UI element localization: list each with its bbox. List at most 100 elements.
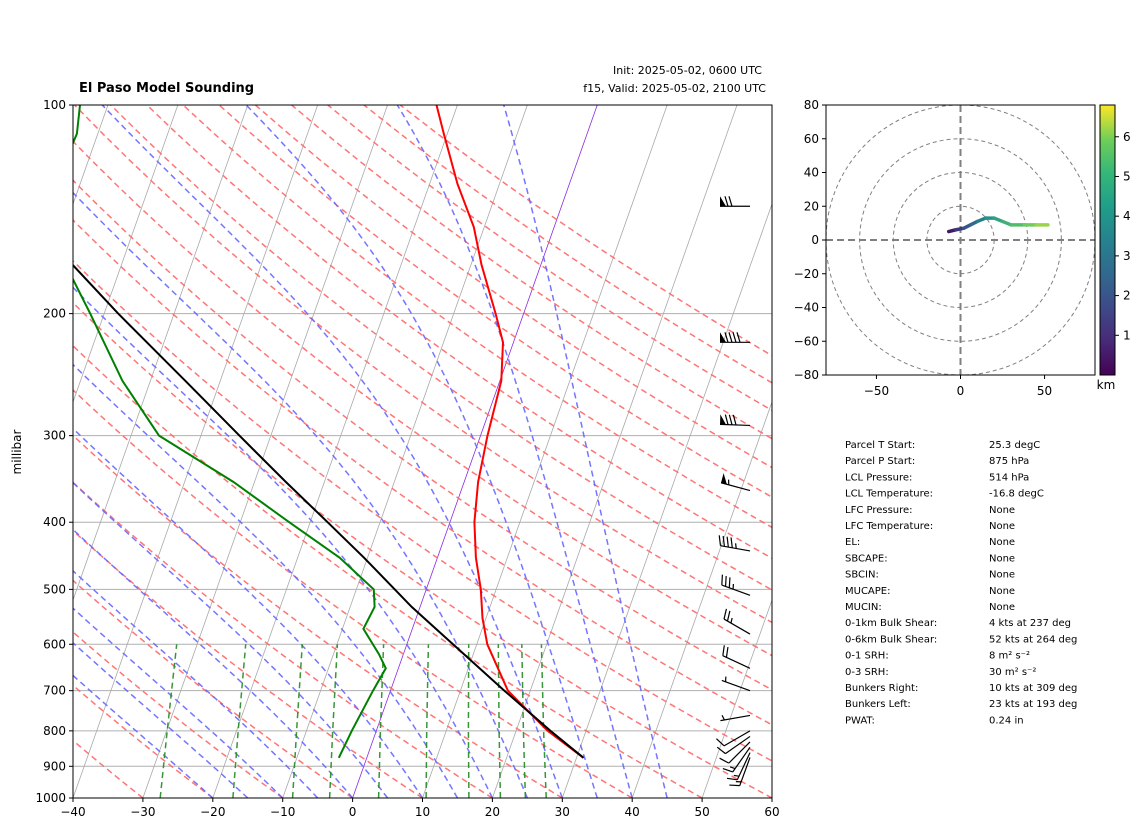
dry-adiabat (73, 344, 703, 798)
wind-barb (721, 574, 751, 596)
barb-full (729, 784, 740, 787)
y-tick-label: 100 (43, 98, 66, 112)
isotherm-line (73, 105, 249, 602)
y-tick-label: 600 (43, 637, 66, 651)
barb-full (726, 610, 731, 622)
wind-barb (723, 608, 751, 635)
wind-barb (719, 741, 751, 764)
colorbar-tick-label: 3 (1123, 249, 1131, 263)
parameter-label: PWAT: (845, 715, 875, 726)
isotherm-line (73, 105, 319, 798)
isotherm-line (73, 105, 179, 404)
parameter-label: MUCAPE: (845, 586, 891, 597)
moist-adiabat (73, 569, 319, 798)
parameter-label: LFC Pressure: (845, 505, 913, 516)
dry-adiabat (73, 140, 772, 657)
barb-staff (732, 746, 751, 773)
y-axis-label: millibar (10, 429, 24, 474)
wind-barb (722, 645, 751, 669)
parcel-profile (73, 263, 585, 759)
chart-title: El Paso Model Sounding (79, 81, 254, 96)
barb-full (722, 645, 725, 656)
x-tick-label: −40 (60, 805, 85, 819)
x-tick-label: 20 (485, 805, 500, 819)
barb-half (730, 617, 733, 624)
dry-adiabat (218, 105, 772, 499)
parameter-label: Parcel T Start: (845, 440, 915, 451)
wind-barb (720, 332, 750, 343)
barb-full (726, 536, 729, 548)
dry-adiabat (363, 105, 772, 384)
colorbar-tick-label: 4 (1123, 209, 1131, 223)
y-tick-label: 400 (43, 515, 66, 529)
y-tick-label: 300 (43, 429, 66, 443)
moist-adiabat (101, 105, 564, 798)
dry-adiabat (73, 481, 493, 798)
mixing-ratio-line (291, 644, 304, 798)
barb-full (730, 537, 733, 548)
colorbar-axis: 6 5 4 3 2 1 (1115, 130, 1131, 342)
parameter-label: LCL Temperature: (845, 489, 933, 500)
temperature-profile (435, 105, 585, 759)
wind-barbs (716, 196, 751, 787)
zero-isotherm (352, 105, 598, 798)
x-tick-label: 60 (764, 805, 779, 819)
hodograph-y-tick-label: 20 (804, 199, 819, 213)
parameter-value: None (989, 586, 1015, 597)
parameter-label: 0-1 SRH: (845, 651, 889, 662)
mixing-ratio-line (159, 644, 178, 798)
hodograph-y-tick-label: −60 (794, 334, 819, 348)
parameter-label: Parcel P Start: (845, 456, 915, 467)
isotherm-line (492, 105, 738, 798)
barb-full (722, 768, 733, 773)
isotherm-line (212, 105, 458, 798)
barb-full (716, 746, 726, 755)
mixing-ratio-line (540, 644, 547, 798)
parameter-value: None (989, 505, 1015, 516)
barb-staff (739, 757, 751, 786)
colorbar-tick-label: 2 (1123, 289, 1131, 303)
colorbar (1099, 104, 1116, 376)
barb-half (733, 774, 740, 777)
isotherm-line (561, 202, 772, 798)
parameter-value: None (989, 602, 1015, 613)
moist-adiabat (73, 641, 249, 798)
barb-staff (728, 741, 751, 764)
barb-staff (722, 655, 751, 669)
barb-full (726, 777, 738, 781)
isotherm-line (631, 400, 772, 798)
moist-adiabat (73, 607, 284, 798)
skewt-axes: −40 −30 −20 −10 0 10 20 30 40 50 60 100 200 300 400 500… (35, 98, 779, 819)
hodograph-y-tick-label: −80 (794, 368, 819, 382)
dry-adiabat (291, 105, 772, 440)
moist-adiabat (73, 528, 354, 798)
barb-flag (720, 414, 727, 425)
parameter-value: -16.8 degC (989, 489, 1044, 500)
dry-adiabat (73, 219, 772, 726)
parameter-value: None (989, 521, 1015, 532)
wind-barb (726, 752, 751, 781)
barb-full (732, 414, 737, 426)
barb-full (728, 577, 731, 588)
colorbar-tick-label: 1 (1123, 328, 1131, 342)
isotherm-line (701, 598, 772, 798)
dry-adiabat (73, 301, 772, 798)
dry-adiabat (73, 105, 772, 624)
barb-full (722, 535, 725, 547)
dry-adiabat (146, 105, 772, 560)
mixing-ratio-line (521, 644, 527, 798)
dry-adiabat (73, 389, 633, 798)
parameter-label: 0-3 SRH: (845, 667, 889, 678)
x-tick-label: −30 (130, 805, 155, 819)
hodograph-axes: −50 0 50 80 60 40 20 0 −20 −40 −60 −80 (794, 98, 1053, 398)
parameter-value: 514 hPa (989, 472, 1029, 483)
hodograph-y-tick-label: −40 (794, 301, 819, 315)
colorbar-tick-label: 6 (1123, 130, 1131, 144)
barb-staff (721, 584, 751, 596)
dry-adiabat (110, 105, 772, 591)
dry-adiabat (327, 105, 772, 412)
mixing-ratio-line (232, 644, 247, 798)
hodograph-y-tick-label: −20 (794, 267, 819, 281)
isotherm-line (282, 105, 528, 798)
